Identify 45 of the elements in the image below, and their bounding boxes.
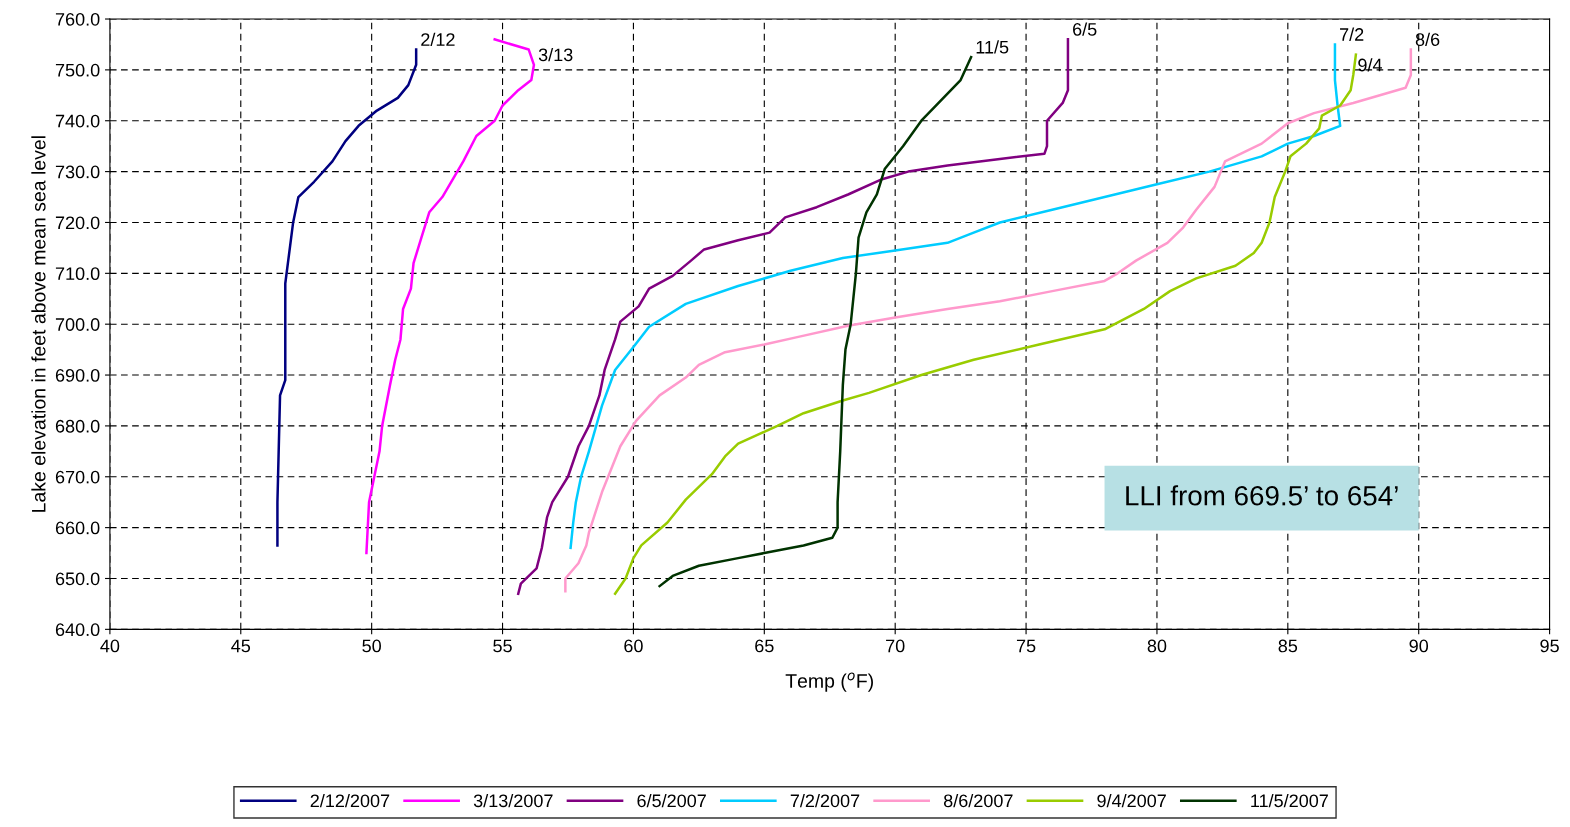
line-series xyxy=(517,38,1070,595)
y-tick-label: 700.0 xyxy=(55,318,100,331)
y-tick-label: 730.0 xyxy=(55,165,100,179)
annotation: 11/5 xyxy=(976,40,1009,54)
x-tick-label: 80 xyxy=(1147,639,1167,653)
x-tick-label: 65 xyxy=(755,639,774,653)
legend-label: 3/13/2007 xyxy=(473,793,553,808)
annotation: 8/6 xyxy=(1415,32,1440,46)
x-tick-label: 90 xyxy=(1409,639,1429,653)
y-tick-label: 690.0 xyxy=(55,368,100,382)
legend-label: 7/2/2007 xyxy=(790,793,860,808)
y-axis-title: Lake elevation in feet above mean sea level xyxy=(31,136,46,512)
y-tick-label: 760.0 xyxy=(55,12,100,26)
x-tick-label: 45 xyxy=(231,639,251,653)
line-series xyxy=(658,55,973,588)
legend-label: 9/4/2007 xyxy=(1097,793,1166,808)
y-tick-label: 710.0 xyxy=(55,267,100,281)
annotation: LLI from 669.5’ to 654’ xyxy=(1126,485,1398,506)
y-tick-label: 720.0 xyxy=(55,216,100,230)
annotation: 3/13 xyxy=(538,47,573,62)
x-tick-label: 70 xyxy=(886,639,905,653)
y-tick-label: 740.0 xyxy=(55,114,100,128)
annotation: 9/4 xyxy=(1358,58,1383,72)
legend-label: 11/5/2007 xyxy=(1251,793,1328,808)
x-tick-label: 95 xyxy=(1540,639,1559,653)
legend-label: 2/12/2007 xyxy=(310,793,390,808)
x-tick-label: 55 xyxy=(493,639,512,653)
line-series xyxy=(276,48,418,547)
legend-label: 8/6/2007 xyxy=(943,793,1013,808)
y-tick-label: 660.0 xyxy=(55,521,100,535)
x-tick-label: 75 xyxy=(1016,639,1036,653)
annotation: 7/2 xyxy=(1340,27,1364,41)
x-axis-title: Temp ($^{o}$F) xyxy=(785,672,873,692)
legend-label: 6/5/2007 xyxy=(637,793,706,808)
y-tick-label: 750.0 xyxy=(55,63,100,77)
y-tick-label: 670.0 xyxy=(55,470,100,484)
y-tick-label: 680.0 xyxy=(55,419,100,433)
x-tick-label: 85 xyxy=(1278,639,1298,653)
y-tick-label: 650.0 xyxy=(55,572,100,586)
x-tick-label: 40 xyxy=(100,639,120,653)
annotation: 2/12 xyxy=(421,32,455,46)
y-tick-label: 640.0 xyxy=(55,623,100,637)
x-tick-label: 50 xyxy=(362,639,381,653)
x-tick-label: 60 xyxy=(624,639,643,653)
annotation: 6/5 xyxy=(1073,22,1097,36)
